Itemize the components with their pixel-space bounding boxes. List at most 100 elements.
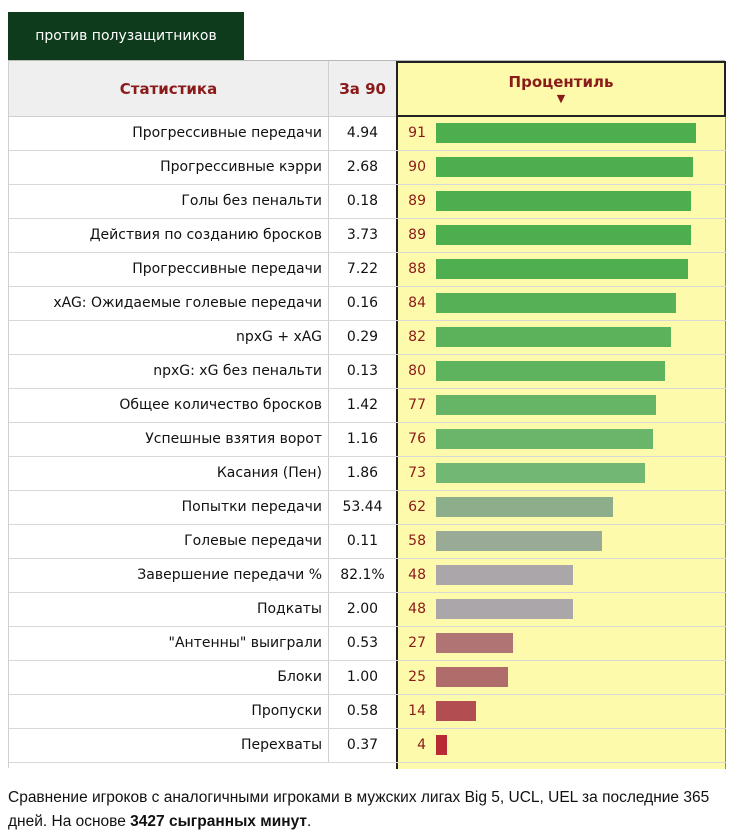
percentile-value: 89: [408, 227, 426, 243]
header-percentile-label: Процентиль: [508, 73, 614, 91]
per90-value: 2.00: [346, 601, 379, 617]
stat-label: Общее количество бросков: [9, 389, 329, 422]
percentile-bar: [436, 735, 447, 755]
percentile-bar: [436, 531, 602, 551]
table-row: Завершение передачи % 82.1% 48: [9, 559, 726, 593]
stat-label: Подкаты: [9, 593, 329, 626]
stat-label: Перехваты: [9, 729, 329, 762]
stat-label: Успешные взятия ворот: [9, 423, 329, 456]
per90-value: 0.18: [346, 193, 379, 209]
per90-value: 0.29: [346, 329, 379, 345]
table-row: Голевые передачи 0.11 58: [9, 525, 726, 559]
table-row: Прогрессивные передачи 4.94 91: [9, 117, 726, 151]
percentile-value: 14: [408, 703, 426, 719]
per90-value: 82.1%: [340, 567, 385, 583]
percentile-value: 58: [408, 533, 426, 549]
table-row: Перехваты 0.37 4: [9, 729, 726, 763]
caption-minutes: 3427 сыгранных минут: [130, 813, 307, 830]
percentile-value: 4: [417, 737, 426, 753]
percentile-value: 48: [408, 601, 426, 617]
stat-label: npxG: xG без пенальти: [9, 355, 329, 388]
per90-value: 1.86: [346, 465, 379, 481]
per90-value: 2.68: [346, 159, 379, 175]
sort-desc-icon: ▼: [556, 92, 566, 105]
table-row: "Антенны" выиграли 0.53 27: [9, 627, 726, 661]
percentile-value: 73: [408, 465, 426, 481]
table-row: Прогрессивные кэрри 2.68 90: [9, 151, 726, 185]
percentile-bar: [436, 633, 513, 653]
per90-value: 0.16: [346, 295, 379, 311]
caption-end: .: [307, 813, 312, 830]
per90-value: 1.00: [346, 669, 379, 685]
table-row: npxG + xAG 0.29 82: [9, 321, 726, 355]
header-per90[interactable]: За 90: [329, 61, 396, 117]
percentile-value: 62: [408, 499, 426, 515]
stat-label: Прогрессивные передачи: [9, 253, 329, 286]
per90-value: 3.73: [346, 227, 379, 243]
percentile-value: 77: [408, 397, 426, 413]
stat-label: Завершение передачи %: [9, 559, 329, 592]
stat-label: xAG: Ожидаемые голевые передачи: [9, 287, 329, 320]
stat-label: Касания (Пен): [9, 457, 329, 490]
table-row: npxG: xG без пенальти 0.13 80: [9, 355, 726, 389]
table-row: Пропуски 0.58 14: [9, 695, 726, 729]
percentile-bar: [436, 327, 671, 347]
percentile-bar: [436, 463, 645, 483]
percentile-value: 82: [408, 329, 426, 345]
percentile-value: 25: [408, 669, 426, 685]
stat-label: Голы без пенальти: [9, 185, 329, 218]
percentile-bar: [436, 497, 613, 517]
percentile-bar: [436, 701, 476, 721]
table-row: Действия по созданию бросков 3.73 89: [9, 219, 726, 253]
per90-value: 7.22: [346, 261, 379, 277]
stat-label: "Антенны" выиграли: [9, 627, 329, 660]
header-stat[interactable]: Статистика: [9, 61, 329, 117]
table-row: Попытки передачи 53.44 62: [9, 491, 726, 525]
percentile-bar: [436, 361, 665, 381]
table-row: Голы без пенальти 0.18 89: [9, 185, 726, 219]
per90-value: 4.94: [346, 125, 379, 141]
percentile-value: 48: [408, 567, 426, 583]
stat-label: Блоки: [9, 661, 329, 694]
stat-label: npxG + xAG: [9, 321, 329, 354]
tab-vs-midfielders[interactable]: против полузащитников: [8, 12, 244, 60]
table-row: xAG: Ожидаемые голевые передачи 0.16 84: [9, 287, 726, 321]
stat-label: Попытки передачи: [9, 491, 329, 524]
per90-value: 0.58: [346, 703, 379, 719]
percentile-bar: [436, 225, 691, 245]
table-row: Прогрессивные передачи 7.22 88: [9, 253, 726, 287]
percentile-bar: [436, 599, 573, 619]
caption-text: Сравнение игроков с аналогичными игрокам…: [8, 789, 710, 830]
per90-value: 0.13: [346, 363, 379, 379]
percentile-value: 88: [408, 261, 426, 277]
per90-value: 53.44: [342, 499, 383, 515]
table-row: Касания (Пен) 1.86 73: [9, 457, 726, 491]
percentile-bar: [436, 293, 676, 313]
per90-value: 1.16: [346, 431, 379, 447]
table-row: Общее количество бросков 1.42 77: [9, 389, 726, 423]
per90-value: 1.42: [346, 397, 379, 413]
percentile-bar: [436, 395, 656, 415]
percentile-bar: [436, 123, 696, 143]
stat-label: Пропуски: [9, 695, 329, 728]
stat-label: Действия по созданию бросков: [9, 219, 329, 252]
stat-label: Голевые передачи: [9, 525, 329, 558]
percentile-value: 89: [408, 193, 426, 209]
percentile-bar: [436, 157, 693, 177]
caption: Сравнение игроков с аналогичными игрокам…: [8, 786, 728, 834]
percentile-bar: [436, 259, 688, 279]
per90-value: 0.53: [346, 635, 379, 651]
percentile-table: Статистика За 90 Процентиль ▼ Прогрессив…: [8, 60, 726, 769]
table-row: Успешные взятия ворот 1.16 76: [9, 423, 726, 457]
percentile-bar: [436, 565, 573, 585]
percentile-value: 84: [408, 295, 426, 311]
percentile-value: 80: [408, 363, 426, 379]
percentile-value: 90: [408, 159, 426, 175]
percentile-value: 27: [408, 635, 426, 651]
percentile-bar: [436, 667, 508, 687]
stat-label: Прогрессивные кэрри: [9, 151, 329, 184]
header-percentile[interactable]: Процентиль ▼: [396, 61, 726, 117]
percentile-bar: [436, 191, 691, 211]
per90-value: 0.11: [346, 533, 379, 549]
percentile-value: 91: [408, 125, 426, 141]
